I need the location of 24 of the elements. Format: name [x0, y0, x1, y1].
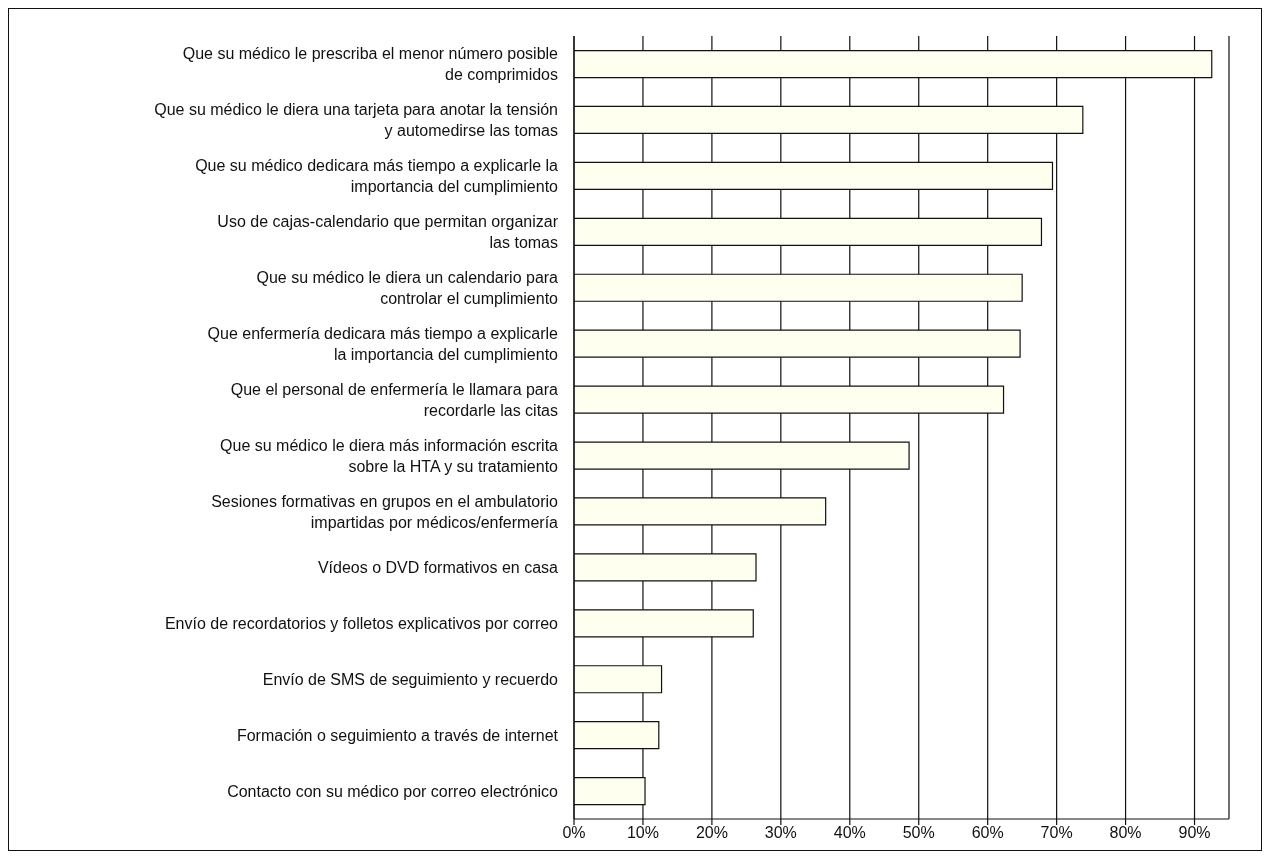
- y-tick-label: Contacto con su médico por correo electrónico: [227, 782, 559, 800]
- x-tick-label: 80%: [1109, 824, 1142, 842]
- y-tick-label: Envío de recordatorios y folletos explicativos por correo: [164, 614, 559, 632]
- y-tick-label: Vídeos o DVD formativos en casa: [317, 558, 559, 576]
- y-tick-label: Formación o seguimiento a través de internet: [236, 726, 559, 744]
- y-tick-label: Que su médico le diera una tarjeta para anotar la tensión y automedirse las tomas: [154, 100, 558, 139]
- y-tick-label: Que su médico le diera más información escrita sobre la HTA y su tratamiento: [220, 436, 559, 475]
- y-tick-label: Que el personal de enfermería le llamara para recordarle las citas: [230, 380, 559, 419]
- x-tick-label: 30%: [764, 824, 797, 842]
- y-tick-label: Que su médico le diera un calendario para controlar el cumplimiento: [256, 268, 559, 307]
- y-tick-label: Envío de SMS de seguimiento y recuerdo: [262, 670, 559, 688]
- x-tick-label: 70%: [1040, 824, 1073, 842]
- x-tick-label: 0%: [562, 824, 586, 842]
- x-tick-label: 50%: [902, 824, 935, 842]
- y-tick-label: Uso de cajas-calendario que permitan organizar las tomas: [217, 212, 559, 251]
- y-tick-label: Sesiones formativas en grupos en el ambulatorio impartidas por médicos/enfermería: [211, 492, 559, 531]
- x-tick-label: 20%: [695, 824, 728, 842]
- y-tick-label: Que su médico dedicara más tiempo a explicarle la importancia del cumplimiento: [195, 156, 559, 195]
- x-tick-label: 90%: [1178, 824, 1211, 842]
- x-tick-label: 40%: [833, 824, 866, 842]
- y-tick-label: Que enfermería dedicara más tiempo a explicarle la importancia del cumplimiento: [207, 324, 559, 363]
- y-tick-label: Que su médico le prescriba el menor número posible de comprimidos: [182, 44, 559, 83]
- x-tick-label: 60%: [971, 824, 1004, 842]
- x-tick-label: 10%: [626, 824, 659, 842]
